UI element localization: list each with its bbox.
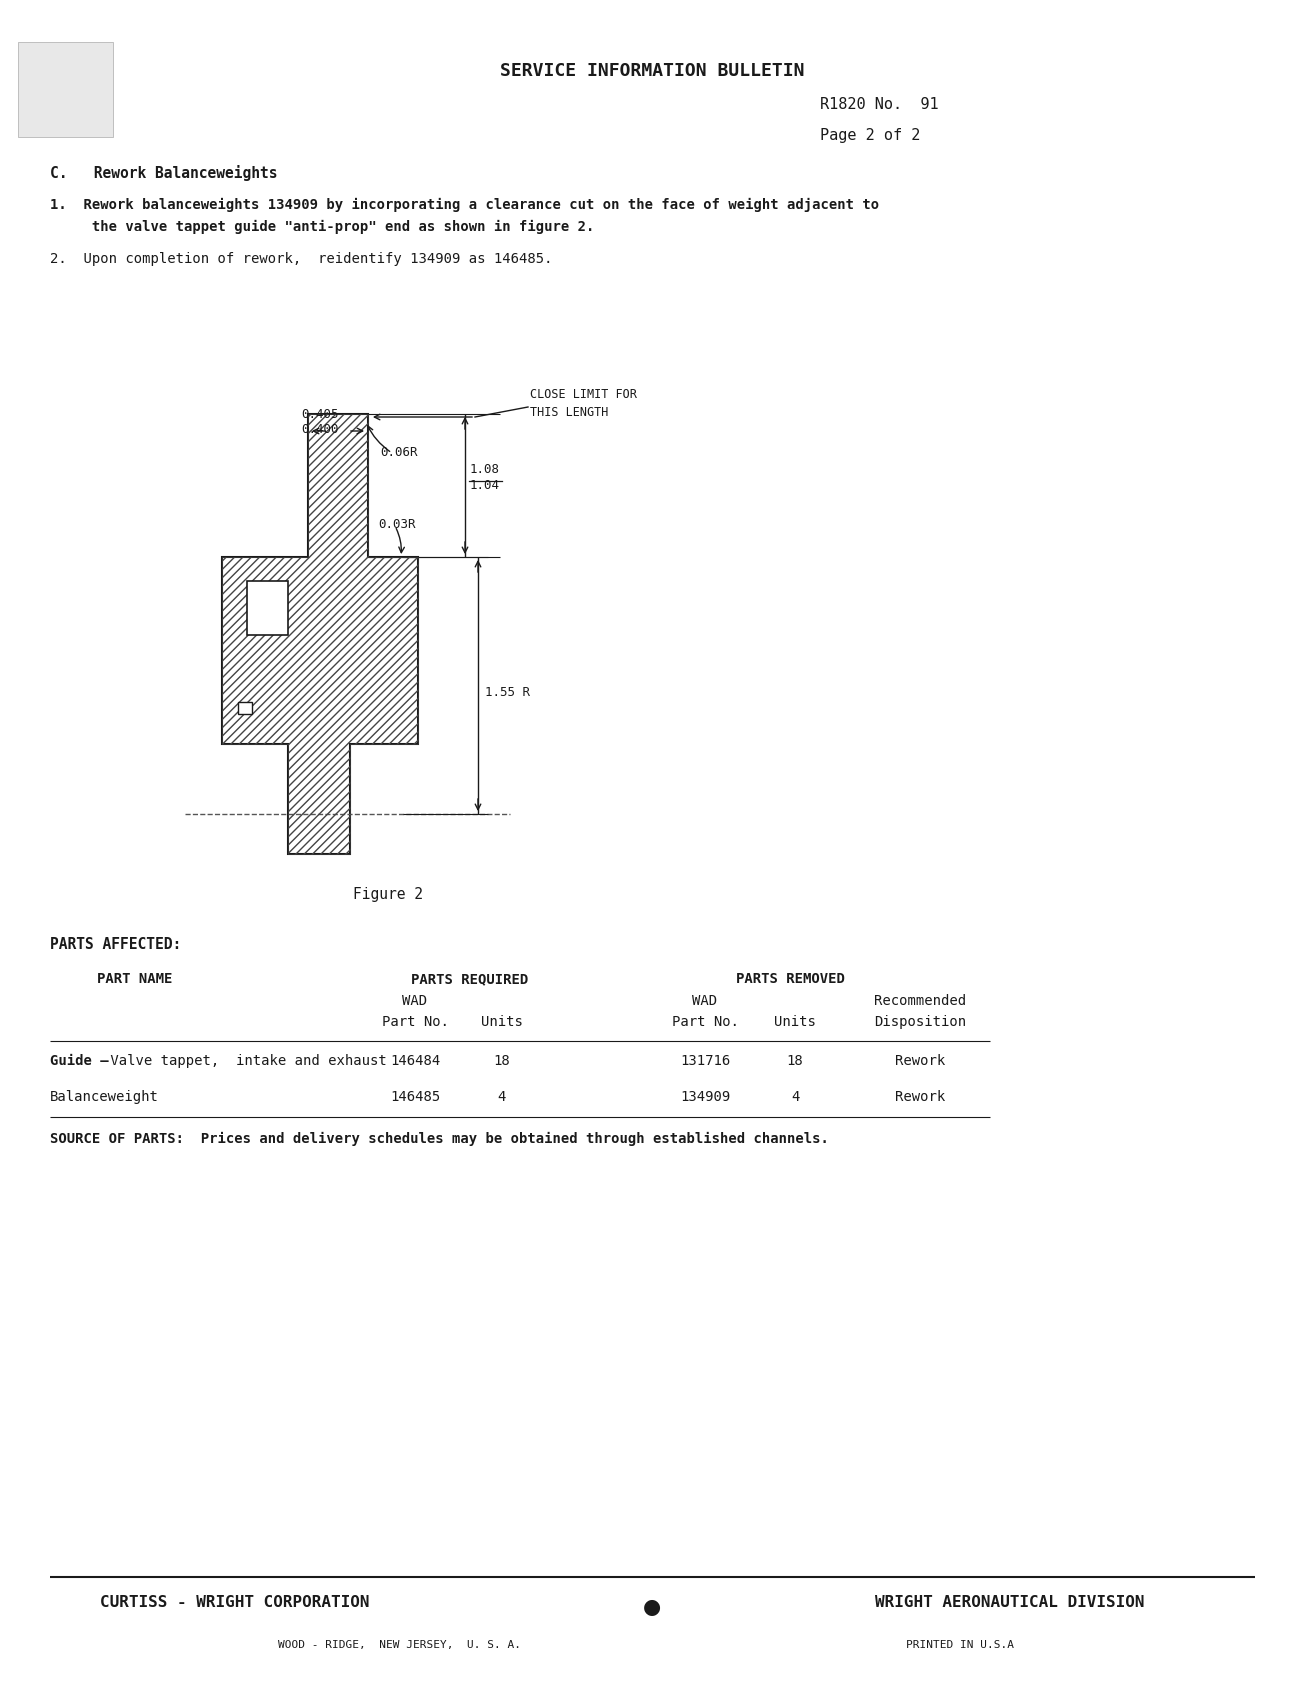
Text: Recommended: Recommended xyxy=(874,993,966,1007)
Text: PART NAME: PART NAME xyxy=(98,971,172,985)
Text: CURTISS - WRIGHT CORPORATION: CURTISS - WRIGHT CORPORATION xyxy=(100,1594,369,1610)
Text: 18: 18 xyxy=(493,1054,510,1067)
Text: WRIGHT AERONAUTICAL DIVISION: WRIGHT AERONAUTICAL DIVISION xyxy=(876,1594,1144,1610)
Text: Rework: Rework xyxy=(895,1089,945,1103)
Text: Rework: Rework xyxy=(895,1054,945,1067)
Text: Guide –: Guide – xyxy=(50,1054,108,1067)
Text: 18: 18 xyxy=(787,1054,804,1067)
Text: WAD: WAD xyxy=(402,993,428,1007)
Text: Units: Units xyxy=(774,1015,816,1029)
Text: 0.405: 0.405 xyxy=(301,407,339,421)
Text: 131716: 131716 xyxy=(680,1054,729,1067)
Text: 2.  Upon completion of rework,  reidentify 134909 as 146485.: 2. Upon completion of rework, reidentify… xyxy=(50,252,552,265)
Text: 0.06R: 0.06R xyxy=(380,446,418,459)
Text: SERVICE INFORMATION BULLETIN: SERVICE INFORMATION BULLETIN xyxy=(500,62,804,79)
Text: PARTS AFFECTED:: PARTS AFFECTED: xyxy=(50,936,181,951)
Text: ●: ● xyxy=(643,1596,662,1616)
FancyBboxPatch shape xyxy=(18,42,114,138)
Text: PARTS REMOVED: PARTS REMOVED xyxy=(736,971,844,985)
Text: 1.08: 1.08 xyxy=(470,463,500,476)
Text: R1820 No.  91: R1820 No. 91 xyxy=(820,96,938,111)
Text: 0.03R: 0.03R xyxy=(378,519,415,530)
Text: 0.400: 0.400 xyxy=(301,422,339,436)
Polygon shape xyxy=(222,415,418,855)
Text: C.   Rework Balanceweights: C. Rework Balanceweights xyxy=(50,166,278,181)
Text: WOOD - RIDGE,  NEW JERSEY,  U. S. A.: WOOD - RIDGE, NEW JERSEY, U. S. A. xyxy=(278,1638,522,1648)
Text: Balanceweight: Balanceweight xyxy=(50,1089,159,1103)
Text: 1.55 R: 1.55 R xyxy=(485,686,530,699)
Text: Figure 2: Figure 2 xyxy=(352,887,423,902)
Text: 1.  Rework balanceweights 134909 by incorporating a clearance cut on the face of: 1. Rework balanceweights 134909 by incor… xyxy=(50,198,880,213)
Text: the valve tappet guide "anti-prop" end as shown in figure 2.: the valve tappet guide "anti-prop" end a… xyxy=(50,220,594,235)
Text: SOURCE OF PARTS:  Prices and delivery schedules may be obtained through establis: SOURCE OF PARTS: Prices and delivery sch… xyxy=(50,1132,829,1145)
Text: 4: 4 xyxy=(791,1089,799,1103)
Text: Disposition: Disposition xyxy=(874,1015,966,1029)
Text: Valve tappet,  intake and exhaust: Valve tappet, intake and exhaust xyxy=(102,1054,386,1067)
Text: PRINTED IN U.S.A: PRINTED IN U.S.A xyxy=(906,1638,1014,1648)
Text: Page 2 of 2: Page 2 of 2 xyxy=(820,128,920,144)
Text: CLOSE LIMIT FOR: CLOSE LIMIT FOR xyxy=(530,388,637,400)
Text: 134909: 134909 xyxy=(680,1089,729,1103)
Text: PARTS REQUIRED: PARTS REQUIRED xyxy=(411,971,529,985)
Polygon shape xyxy=(238,703,252,714)
Text: 146484: 146484 xyxy=(390,1054,440,1067)
Text: WAD: WAD xyxy=(693,993,718,1007)
Text: Units: Units xyxy=(482,1015,523,1029)
Text: 4: 4 xyxy=(497,1089,506,1103)
Polygon shape xyxy=(247,581,288,635)
Text: Part No.: Part No. xyxy=(672,1015,739,1029)
Text: 146485: 146485 xyxy=(390,1089,440,1103)
Text: Part No.: Part No. xyxy=(381,1015,449,1029)
Text: 1.04: 1.04 xyxy=(470,478,500,491)
Text: THIS LENGTH: THIS LENGTH xyxy=(530,405,608,419)
